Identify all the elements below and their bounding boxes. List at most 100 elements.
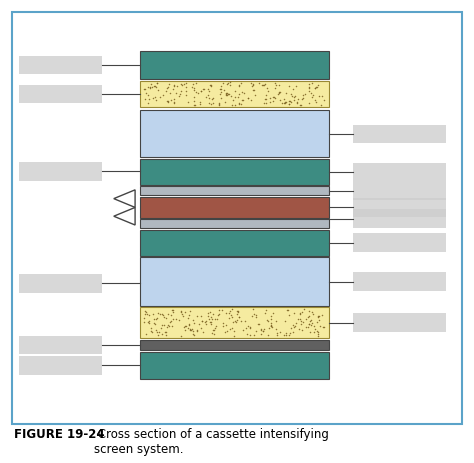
Point — [199, 85, 207, 92]
Point — [231, 101, 238, 108]
Point — [296, 309, 303, 316]
Point — [140, 314, 147, 322]
Point — [207, 100, 215, 108]
Point — [197, 325, 205, 332]
Point — [164, 310, 172, 317]
Bar — [140, 110, 329, 157]
Point — [250, 306, 257, 313]
Point — [267, 322, 274, 329]
Point — [149, 310, 156, 317]
Point — [219, 319, 227, 327]
Point — [186, 312, 193, 319]
Point — [261, 81, 268, 88]
Point — [298, 309, 306, 316]
Point — [182, 91, 189, 98]
Point — [186, 326, 193, 333]
Point — [168, 323, 176, 330]
Point — [224, 80, 231, 88]
Point — [195, 320, 203, 327]
Point — [149, 328, 156, 336]
Point — [285, 331, 293, 338]
Bar — [140, 219, 329, 228]
Point — [267, 319, 274, 327]
Point — [184, 325, 191, 332]
Text: FIGURE 19-24: FIGURE 19-24 — [14, 428, 105, 441]
Point — [142, 311, 149, 318]
Point — [231, 87, 238, 94]
Point — [205, 88, 212, 95]
Point — [216, 91, 224, 98]
Point — [282, 100, 289, 107]
FancyBboxPatch shape — [19, 162, 102, 181]
Point — [235, 90, 243, 98]
FancyBboxPatch shape — [353, 209, 446, 228]
Point — [164, 99, 172, 106]
Point — [173, 89, 180, 96]
Point — [272, 318, 280, 325]
Point — [170, 315, 177, 323]
Point — [225, 315, 232, 322]
Point — [201, 319, 209, 326]
Point — [185, 321, 192, 329]
Point — [209, 95, 217, 102]
Point — [202, 320, 210, 327]
Point — [156, 311, 164, 318]
Point — [238, 88, 246, 95]
Point — [316, 93, 323, 100]
Point — [141, 95, 149, 102]
Point — [308, 321, 315, 329]
Point — [315, 316, 323, 324]
Point — [164, 321, 172, 329]
Point — [164, 83, 172, 91]
Point — [311, 84, 319, 91]
Point — [190, 84, 198, 92]
Point — [285, 101, 292, 108]
Point — [276, 88, 284, 96]
Point — [207, 319, 214, 326]
Point — [222, 321, 229, 328]
Point — [161, 328, 169, 336]
Point — [184, 99, 191, 106]
Point — [313, 83, 320, 90]
Point — [302, 324, 310, 331]
Point — [235, 83, 243, 90]
Point — [207, 314, 214, 321]
Point — [215, 311, 222, 319]
Point — [223, 91, 231, 99]
Point — [163, 314, 170, 321]
Point — [296, 311, 304, 318]
Point — [159, 92, 167, 99]
Point — [318, 92, 326, 100]
Point — [192, 79, 200, 86]
Point — [242, 324, 250, 332]
Point — [264, 332, 272, 339]
Point — [285, 311, 292, 318]
Point — [179, 81, 186, 88]
Point — [289, 85, 297, 93]
Point — [299, 326, 306, 333]
Point — [208, 82, 215, 90]
FancyBboxPatch shape — [353, 181, 446, 200]
Point — [143, 331, 150, 338]
Point — [212, 322, 219, 329]
Point — [245, 94, 252, 102]
Point — [319, 323, 327, 331]
Point — [196, 99, 204, 106]
Point — [227, 79, 234, 86]
Point — [215, 310, 222, 318]
Point — [163, 97, 171, 105]
Point — [259, 327, 266, 335]
Point — [146, 317, 153, 325]
Point — [253, 327, 260, 334]
Point — [227, 92, 234, 100]
Point — [186, 325, 194, 332]
Point — [206, 94, 213, 101]
Point — [215, 100, 223, 107]
Point — [207, 81, 215, 88]
Point — [291, 322, 299, 329]
Point — [313, 328, 321, 335]
Point — [305, 320, 312, 327]
Point — [255, 321, 263, 328]
Point — [148, 325, 155, 332]
Point — [190, 316, 197, 323]
